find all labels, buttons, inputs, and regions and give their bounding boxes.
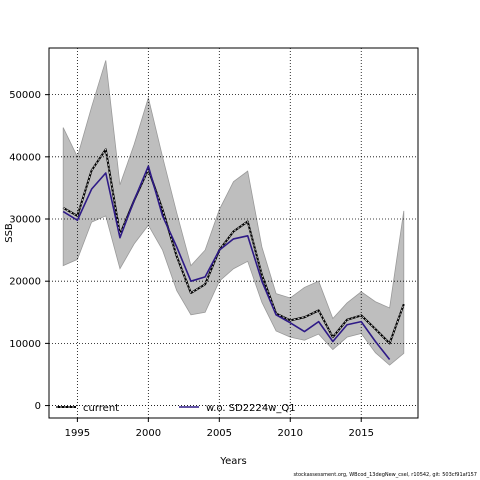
y-tick-label: 50000 xyxy=(9,90,41,101)
x-tick-label: 2000 xyxy=(136,428,161,439)
y-tick-label: 20000 xyxy=(9,277,41,288)
x-tick-label: 2015 xyxy=(349,428,374,439)
legend-label: current xyxy=(83,403,119,414)
y-tick-label: 0 xyxy=(35,401,41,412)
x-tick-label: 1995 xyxy=(65,428,90,439)
tick-layer: 1995 2000 2005 2010 2015 0 10000 20000 30000 4000… xyxy=(9,90,374,439)
confidence-band-layer xyxy=(62,60,405,366)
y-tick-label: 10000 xyxy=(9,339,41,350)
legend: current w.o. SD2224w_Q1 xyxy=(56,403,296,414)
x-tick-label: 2010 xyxy=(278,428,303,439)
x-axis-title: Years xyxy=(219,456,246,467)
legend-label: w.o. SD2224w_Q1 xyxy=(206,403,296,414)
x-tick-label: 2005 xyxy=(207,428,232,439)
y-tick-label: 40000 xyxy=(9,152,41,163)
series-line-alt xyxy=(62,165,391,361)
plot-frame xyxy=(48,47,419,419)
series-layer xyxy=(62,148,405,361)
y-axis-title: SSB xyxy=(4,223,15,243)
confidence-band xyxy=(62,60,405,366)
y-tick-label: 30000 xyxy=(9,215,41,226)
footnote: stockassessment.org, WBcod_13degNew_csel… xyxy=(293,472,477,478)
